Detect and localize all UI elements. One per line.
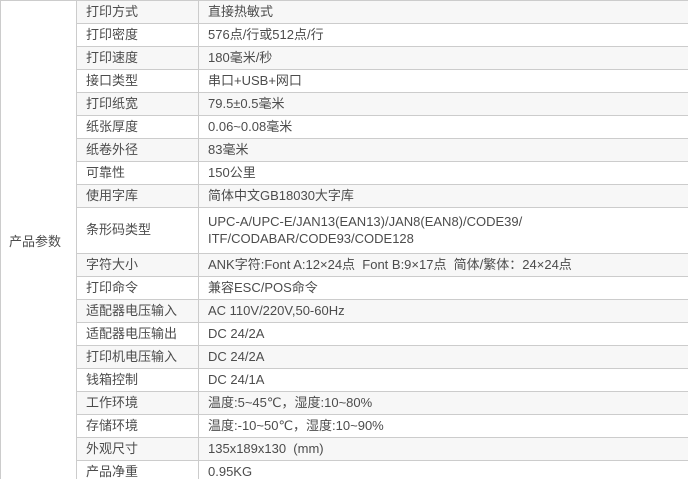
table-row: 打印速度 180毫米/秒: [1, 46, 688, 70]
spec-value: DC 24/2A: [198, 322, 688, 346]
table-row: 使用字库 简体中文GB18030大字库: [1, 184, 688, 208]
spec-label: 打印密度: [76, 23, 199, 47]
table-row: 条形码类型 UPC-A/UPC-E/JAN13(EAN13)/JAN8(EAN8…: [1, 207, 688, 254]
spec-value: DC 24/1A: [198, 368, 688, 392]
table-row: 工作环境 温度:5~45℃，湿度:10~80%: [1, 391, 688, 415]
spec-value: UPC-A/UPC-E/JAN13(EAN13)/JAN8(EAN8)/CODE…: [198, 207, 688, 254]
spec-value: 150公里: [198, 161, 688, 185]
table-row: 字符大小 ANK字符:Font A:12×24点 Font B:9×17点 简体…: [1, 253, 688, 277]
spec-value: 0.06~0.08毫米: [198, 115, 688, 139]
spec-value: 直接热敏式: [198, 0, 688, 24]
spec-value: AC 110V/220V,50-60Hz: [198, 299, 688, 323]
spec-value: 0.95KG: [198, 460, 688, 479]
spec-value: ANK字符:Font A:12×24点 Font B:9×17点 简体/繁体：2…: [198, 253, 688, 277]
spec-label: 适配器电压输入: [76, 299, 199, 323]
spec-label: 打印方式: [76, 0, 199, 24]
spec-label: 打印纸宽: [76, 92, 199, 116]
spec-value: 135x189x130 (mm): [198, 437, 688, 461]
spec-label: 字符大小: [76, 253, 199, 277]
spec-label: 接口类型: [76, 69, 199, 93]
table-row: 外观尺寸 135x189x130 (mm): [1, 437, 688, 461]
table-row: 产品净重 0.95KG: [1, 460, 688, 479]
spec-label: 外观尺寸: [76, 437, 199, 461]
spec-value: 温度:5~45℃，湿度:10~80%: [198, 391, 688, 415]
spec-label: 产品净重: [76, 460, 199, 479]
spec-value: DC 24/2A: [198, 345, 688, 369]
spec-value: 79.5±0.5毫米: [198, 92, 688, 116]
table-row: 打印密度 576点/行或512点/行: [1, 23, 688, 47]
spec-value: 简体中文GB18030大字库: [198, 184, 688, 208]
table-row: 接口类型 串口+USB+网口: [1, 69, 688, 93]
spec-label: 工作环境: [76, 391, 199, 415]
spec-label: 打印命令: [76, 276, 199, 300]
spec-value: 180毫米/秒: [198, 46, 688, 70]
spec-label: 纸卷外径: [76, 138, 199, 162]
table-row: 存储环境 温度:-10~50℃，湿度:10~90%: [1, 414, 688, 438]
table-row: 适配器电压输入 AC 110V/220V,50-60Hz: [1, 299, 688, 323]
table-row: 可靠性 150公里: [1, 161, 688, 185]
table-row: 纸张厚度 0.06~0.08毫米: [1, 115, 688, 139]
spec-label: 使用字库: [76, 184, 199, 208]
spec-label: 打印机电压输入: [76, 345, 199, 369]
spec-label: 钱箱控制: [76, 368, 199, 392]
spec-value: 576点/行或512点/行: [198, 23, 688, 47]
table-row: 打印机电压输入 DC 24/2A: [1, 345, 688, 369]
spec-label: 可靠性: [76, 161, 199, 185]
spec-value: 兼容ESC/POS命令: [198, 276, 688, 300]
spec-label: 打印速度: [76, 46, 199, 70]
spec-label: 适配器电压输出: [76, 322, 199, 346]
spec-value: 温度:-10~50℃，湿度:10~90%: [198, 414, 688, 438]
section-label: 产品参数: [0, 0, 77, 479]
spec-label: 纸张厚度: [76, 115, 199, 139]
table-row: 纸卷外径 83毫米: [1, 138, 688, 162]
table-row: 打印纸宽 79.5±0.5毫米: [1, 92, 688, 116]
table-row: 适配器电压输出 DC 24/2A: [1, 322, 688, 346]
spec-label: 条形码类型: [76, 207, 199, 254]
spec-value: 83毫米: [198, 138, 688, 162]
table-row: 打印命令 兼容ESC/POS命令: [1, 276, 688, 300]
spec-value: 串口+USB+网口: [198, 69, 688, 93]
spec-label: 存储环境: [76, 414, 199, 438]
table-row: 钱箱控制 DC 24/1A: [1, 368, 688, 392]
